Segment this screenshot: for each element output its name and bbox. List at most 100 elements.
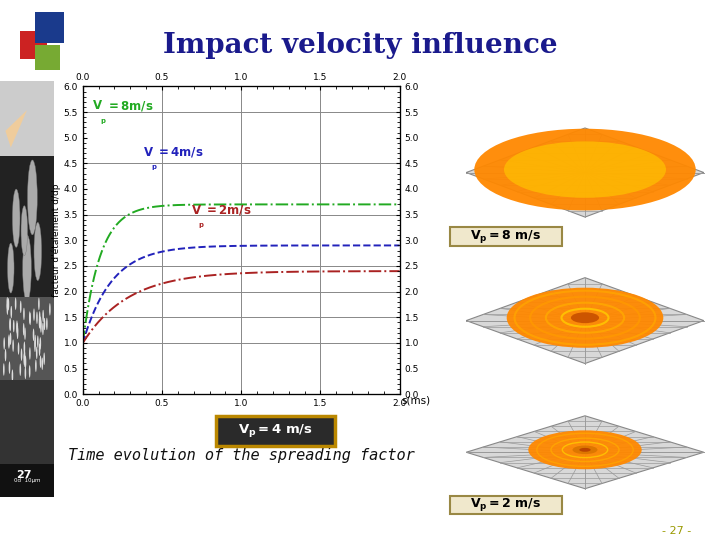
- Circle shape: [8, 334, 10, 347]
- Circle shape: [12, 189, 20, 247]
- Circle shape: [9, 319, 11, 332]
- Circle shape: [42, 310, 44, 322]
- Polygon shape: [467, 128, 703, 217]
- Circle shape: [13, 320, 14, 332]
- Polygon shape: [467, 278, 703, 363]
- Text: $\mathbf{=8 m/s}$: $\mathbf{=8 m/s}$: [106, 99, 153, 113]
- Bar: [0, 297, 54, 380]
- Circle shape: [35, 335, 36, 347]
- Text: $\mathbf{V}$: $\mathbf{V}$: [143, 146, 154, 159]
- Circle shape: [24, 355, 26, 367]
- Circle shape: [19, 363, 21, 376]
- Circle shape: [24, 327, 26, 340]
- Bar: [0, 380, 54, 463]
- Circle shape: [10, 333, 12, 345]
- Text: $\mathbf{=4 m/s}$: $\mathbf{=4 m/s}$: [156, 145, 204, 159]
- Circle shape: [29, 365, 30, 377]
- Text: $\mathbf{V_p = 4\ m/s}$: $\mathbf{V_p = 4\ m/s}$: [238, 422, 313, 438]
- Circle shape: [27, 160, 37, 235]
- Text: $\mathbf{V}$: $\mathbf{V}$: [191, 204, 202, 217]
- Circle shape: [40, 320, 42, 333]
- Ellipse shape: [572, 446, 598, 454]
- Y-axis label: facteur d'étalement d/dp: facteur d'étalement d/dp: [51, 184, 60, 297]
- Circle shape: [8, 336, 10, 349]
- Circle shape: [21, 206, 27, 255]
- Text: $\mathbf{=2 m/s}$: $\mathbf{=2 m/s}$: [204, 203, 251, 217]
- Circle shape: [30, 313, 31, 325]
- Circle shape: [29, 312, 30, 324]
- Circle shape: [9, 318, 11, 330]
- Polygon shape: [467, 416, 703, 489]
- Circle shape: [34, 340, 36, 352]
- Circle shape: [40, 355, 41, 368]
- Ellipse shape: [504, 141, 666, 198]
- Circle shape: [40, 337, 41, 349]
- FancyBboxPatch shape: [216, 416, 335, 446]
- Text: Time evolution of the spreading factor: Time evolution of the spreading factor: [68, 448, 415, 463]
- Circle shape: [43, 353, 45, 365]
- Ellipse shape: [580, 448, 590, 452]
- FancyBboxPatch shape: [450, 227, 562, 246]
- Circle shape: [49, 303, 50, 315]
- Text: $\mathbf{V_p = 8\ m/s}$: $\mathbf{V_p = 8\ m/s}$: [470, 228, 541, 245]
- Circle shape: [7, 243, 14, 293]
- Circle shape: [39, 311, 40, 323]
- Text: $\mathbf{V_p = 2\ m/s}$: $\mathbf{V_p = 2\ m/s}$: [470, 496, 541, 514]
- Text: - 27 -: - 27 -: [662, 525, 692, 536]
- Circle shape: [37, 335, 39, 348]
- Circle shape: [42, 323, 44, 335]
- Circle shape: [24, 349, 25, 362]
- Circle shape: [20, 301, 22, 313]
- Circle shape: [36, 312, 37, 324]
- Circle shape: [32, 328, 35, 341]
- Text: 27: 27: [16, 470, 32, 480]
- Circle shape: [15, 298, 17, 310]
- Circle shape: [12, 340, 14, 352]
- Bar: [0, 156, 54, 297]
- Circle shape: [46, 318, 48, 330]
- Circle shape: [3, 363, 4, 376]
- Circle shape: [23, 323, 24, 335]
- Circle shape: [18, 342, 19, 355]
- Ellipse shape: [528, 430, 642, 469]
- Circle shape: [44, 318, 45, 330]
- Bar: [35, 45, 60, 70]
- Bar: [0, 81, 54, 156]
- Circle shape: [4, 338, 5, 350]
- Circle shape: [9, 361, 10, 374]
- Circle shape: [39, 316, 40, 329]
- Circle shape: [38, 298, 40, 310]
- Circle shape: [42, 357, 43, 370]
- Circle shape: [36, 347, 37, 359]
- Text: 0d  10µm: 0d 10µm: [14, 478, 40, 483]
- Circle shape: [34, 222, 42, 281]
- Circle shape: [35, 360, 37, 372]
- Ellipse shape: [571, 312, 599, 323]
- FancyBboxPatch shape: [450, 496, 562, 514]
- Text: $\mathbf{_p}$: $\mathbf{_p}$: [100, 116, 107, 126]
- Circle shape: [21, 348, 22, 361]
- Circle shape: [8, 298, 9, 310]
- Circle shape: [11, 306, 12, 319]
- Circle shape: [24, 356, 27, 368]
- Text: $\mathbf{_p}$: $\mathbf{_p}$: [198, 220, 204, 229]
- Circle shape: [17, 323, 18, 335]
- Circle shape: [16, 320, 18, 333]
- Polygon shape: [6, 110, 27, 147]
- Circle shape: [24, 341, 25, 354]
- Bar: [35, 12, 63, 43]
- Circle shape: [39, 343, 40, 356]
- Ellipse shape: [474, 129, 696, 211]
- Circle shape: [6, 297, 8, 309]
- Circle shape: [5, 349, 6, 361]
- Text: $\mathbf{_p}$: $\mathbf{_p}$: [150, 162, 157, 172]
- Bar: [0, 463, 54, 497]
- Text: $\mathbf{V}$: $\mathbf{V}$: [92, 99, 104, 112]
- Circle shape: [29, 347, 31, 360]
- Ellipse shape: [507, 288, 663, 348]
- Circle shape: [40, 316, 41, 329]
- Circle shape: [23, 308, 24, 320]
- Circle shape: [24, 367, 26, 379]
- Circle shape: [6, 302, 8, 315]
- Circle shape: [23, 235, 32, 301]
